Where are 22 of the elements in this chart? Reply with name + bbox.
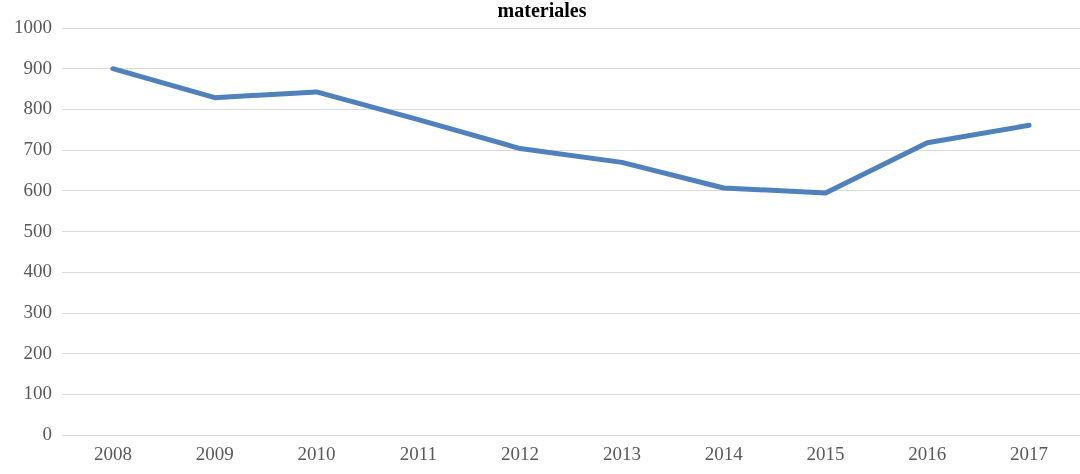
x-tick-label: 2016	[908, 442, 947, 464]
y-tick-label: 1000	[14, 15, 52, 37]
x-tick-label: 2014	[704, 442, 744, 464]
x-tick-label: 2010	[297, 442, 336, 464]
x-tick-label: 2015	[806, 442, 845, 464]
y-tick-label: 200	[23, 341, 52, 363]
x-tick-label: 2011	[399, 442, 437, 464]
y-tick-label: 600	[23, 178, 52, 200]
y-tick-label: 100	[23, 382, 52, 404]
y-tick-label: 900	[23, 56, 52, 78]
y-tick-label: 0	[42, 423, 52, 445]
chart-title: materiales	[497, 0, 587, 22]
x-tick-label: 2009	[195, 442, 234, 464]
y-tick-label: 400	[23, 260, 52, 282]
y-tick-label: 800	[23, 97, 52, 119]
x-tick-label: 2012	[501, 442, 540, 464]
y-tick-label: 700	[23, 138, 52, 160]
x-tick-label: 2017	[1010, 442, 1049, 464]
y-tick-label: 500	[23, 219, 52, 241]
x-tick-label: 2013	[602, 442, 641, 464]
y-tick-label: 300	[23, 301, 52, 323]
x-tick-label: 2008	[93, 442, 132, 464]
